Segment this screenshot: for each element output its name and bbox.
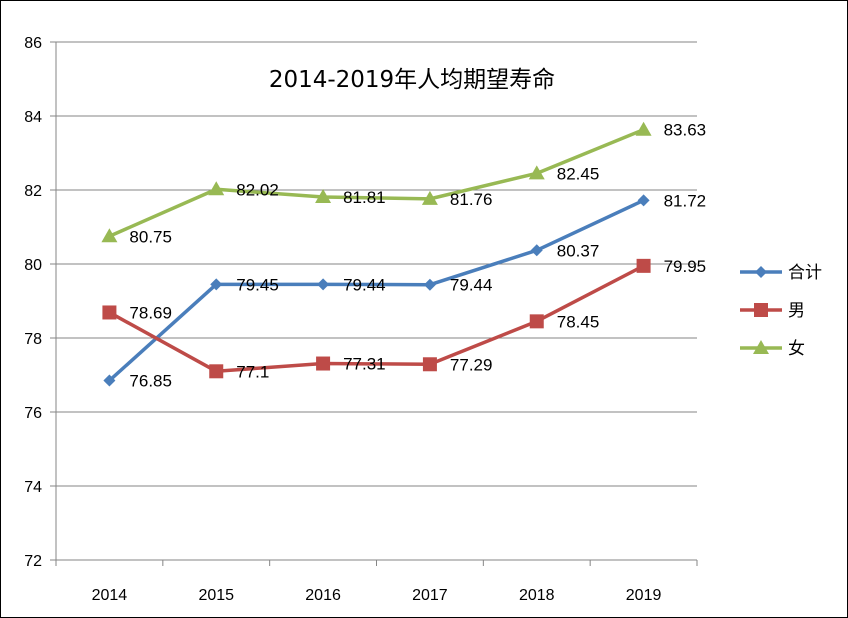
series-line-male [108, 264, 645, 374]
data-label-male: 77.31 [343, 355, 386, 374]
axes [50, 41, 698, 566]
data-label-total: 79.44 [450, 276, 493, 295]
legend-item-male: 男 [740, 301, 805, 321]
y-axis-tick-labels: 72 74 76 78 80 82 84 86 [24, 35, 42, 570]
data-label-female: 82.45 [557, 164, 600, 183]
series-female [101, 121, 652, 243]
series-line-total [108, 198, 645, 382]
data-point-male [636, 258, 651, 273]
y-tick-label: 78 [24, 331, 42, 348]
x-tick-label: 2019 [626, 587, 662, 604]
series-male [102, 258, 651, 379]
data-point-total [210, 278, 223, 291]
data-label-female: 82.02 [236, 180, 279, 199]
series-line-female [108, 128, 645, 238]
data-label-male: 78.45 [557, 312, 600, 331]
x-axis-tick-labels: 2014 2015 2016 2017 2018 2019 [92, 587, 662, 604]
data-label-total: 81.72 [664, 191, 707, 210]
data-label-female: 83.63 [664, 121, 707, 140]
data-point-female [101, 228, 118, 243]
y-tick-label: 86 [24, 35, 42, 52]
data-point-female [635, 121, 652, 136]
data-point-total [103, 374, 116, 387]
x-tick-label: 2016 [305, 587, 341, 604]
x-tick-label: 2017 [412, 587, 448, 604]
data-point-male [209, 364, 224, 379]
data-label-total: 79.45 [236, 275, 279, 294]
data-label-male: 77.1 [236, 362, 269, 381]
x-tick-label: 2018 [519, 587, 555, 604]
chart-title: 2014-2019年人均期望寿命 [269, 67, 555, 93]
x-tick-label: 2014 [92, 587, 128, 604]
data-point-female [421, 190, 438, 205]
gridlines [56, 41, 697, 487]
legend-marker-female [753, 340, 769, 354]
legend-label-total: 合计 [788, 263, 822, 283]
x-tick-label: 2015 [198, 587, 234, 604]
legend-label-female: 女 [788, 339, 805, 359]
data-label-female: 81.81 [343, 188, 386, 207]
data-point-male [529, 314, 544, 329]
data-point-female [208, 181, 225, 196]
data-point-total [317, 278, 330, 291]
legend-item-total: 合计 [740, 263, 822, 283]
data-label-total: 79.44 [343, 275, 386, 294]
y-tick-label: 76 [24, 405, 42, 422]
data-label-male: 79.95 [664, 257, 707, 276]
data-point-female [528, 165, 545, 180]
data-point-total [637, 194, 650, 207]
legend-item-female: 女 [740, 339, 805, 359]
data-label-female: 80.75 [129, 227, 172, 246]
data-label-male: 78.69 [129, 303, 172, 322]
data-point-male [316, 356, 331, 371]
data-point-male [102, 305, 117, 320]
series-total [103, 194, 650, 387]
data-point-total [530, 244, 543, 257]
y-tick-label: 82 [24, 183, 42, 200]
data-point-male [422, 357, 437, 372]
series-group [101, 121, 652, 387]
data-point-total [423, 278, 436, 291]
legend-marker-total [755, 266, 767, 278]
y-tick-label: 84 [24, 109, 42, 126]
data-label-male: 77.29 [450, 355, 493, 374]
legend-label-male: 男 [788, 301, 805, 321]
y-tick-label: 72 [24, 553, 42, 570]
data-label-female: 81.76 [450, 190, 493, 209]
legend-marker-male [754, 303, 768, 317]
data-label-total: 80.37 [557, 241, 600, 260]
data-point-female [315, 189, 332, 204]
y-tick-label: 80 [24, 257, 42, 274]
data-label-total: 76.85 [129, 372, 172, 391]
y-tick-label: 74 [24, 479, 42, 496]
data-labels: 76.85 79.45 79.44 79.44 80.37 81.72 78.69 77.1 7… [129, 121, 706, 391]
